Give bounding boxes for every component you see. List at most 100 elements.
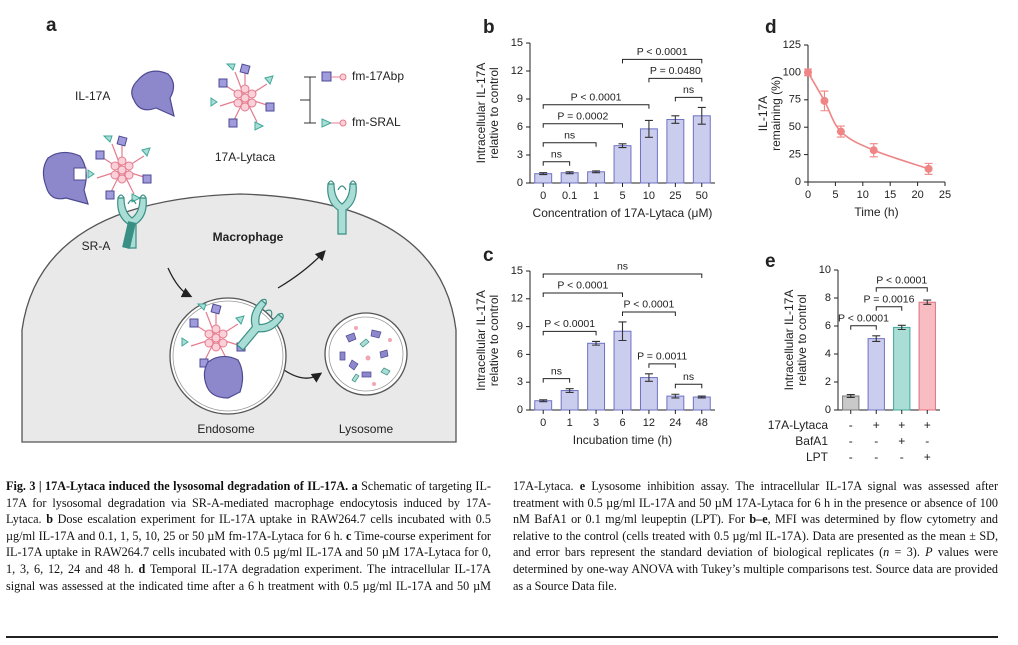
significance-label: P < 0.0001: [838, 313, 889, 325]
y-tick-label: 0: [517, 404, 523, 416]
x-tick-label: 5: [619, 190, 625, 202]
caption-text: = 3).: [889, 545, 926, 560]
fragments: [339, 329, 389, 378]
caption-text: Schematic of targeting IL-17A for lysoso…: [6, 479, 491, 527]
y-tick-label: 15: [511, 265, 523, 277]
bar: [560, 172, 579, 184]
caption-text: d: [138, 561, 146, 576]
x-tick-label: 15: [884, 189, 896, 201]
bar: [639, 377, 658, 411]
x-tick-label: 25: [669, 190, 681, 202]
panel-letter: d: [765, 17, 777, 38]
x-tick-label: 1: [567, 417, 573, 429]
arrow: [277, 250, 326, 289]
bar: [867, 338, 885, 411]
condition-name: 17A-Lytaca: [768, 418, 829, 432]
significance-label: ns: [551, 365, 562, 377]
receptor-stem: [122, 221, 136, 249]
legend-bracket: [300, 76, 316, 124]
significance-label: P = 0.0016: [864, 294, 915, 306]
error-bar: [592, 170, 601, 174]
y-tick-label: 15: [511, 37, 523, 49]
condition-sign: +: [898, 434, 905, 448]
x-tick-label: 3: [593, 417, 599, 429]
y-tick-label: 0: [517, 177, 523, 189]
error-bar: [846, 394, 855, 398]
significance-label: P < 0.0001: [623, 299, 674, 311]
significance-label: ns: [683, 371, 694, 383]
significance-bracket: [542, 142, 597, 147]
error-bar: [644, 119, 653, 138]
condition-sign: +: [924, 418, 931, 432]
schematic-label: fm-SRAL: [352, 115, 401, 129]
significance-label: P < 0.0001: [637, 46, 688, 58]
caption-text: Lysosome inhibition assay. The intracell…: [513, 479, 999, 527]
caption-text: , MFI was determined by flow cytometry a…: [513, 512, 999, 560]
error-bar: [618, 143, 627, 149]
bar: [587, 171, 606, 184]
y-tick-label: 0: [825, 404, 831, 416]
x-tick-label: 12: [643, 417, 655, 429]
endosome-membrane: [172, 300, 284, 412]
x-tick-label: 48: [696, 417, 708, 429]
y-axis-label: relative to control: [795, 294, 809, 385]
legend-icon: [339, 119, 347, 127]
significance-bracket: [875, 287, 928, 292]
condition-sign: -: [849, 450, 853, 464]
data-point: [869, 146, 878, 155]
bar: [613, 145, 632, 184]
significance-bracket: [542, 161, 571, 166]
y-tick-label: 125: [783, 39, 801, 51]
y-axis-label: IL-17A: [756, 96, 770, 131]
caption-text: Temporal IL-17A degradation experiment. …: [6, 479, 580, 593]
error-bar: [697, 395, 706, 399]
y-axis-label: Intracellular IL-17A: [474, 63, 488, 164]
significance-label: P = 0.0011: [637, 351, 687, 363]
caption-text: n: [883, 545, 890, 560]
significance-label: P < 0.0001: [571, 92, 622, 104]
error-bar: [697, 106, 706, 125]
condition-sign: +: [873, 418, 880, 432]
y-tick-label: 3: [517, 149, 523, 161]
x-tick-label: 0.1: [562, 190, 577, 202]
y-tick-label: 12: [511, 65, 523, 77]
significance-bracket: [875, 306, 903, 311]
caption-text: P: [925, 545, 933, 560]
y-tick-label: 6: [517, 348, 523, 360]
il17a-icon: [131, 70, 175, 118]
significance-label: ns: [564, 130, 575, 142]
legend-icon: [321, 118, 333, 128]
caption-text: Dose escalation experiment for IL-17A up…: [6, 512, 491, 543]
x-tick-label: 25: [939, 189, 951, 201]
bar: [692, 115, 711, 184]
significance-bracket: [850, 325, 877, 330]
y-axis-label: Intracellular IL-17A: [782, 290, 796, 391]
bar: [613, 330, 632, 411]
error-bar: [872, 335, 881, 342]
lysosome: [324, 312, 408, 396]
error-bar: [565, 388, 574, 393]
caption-text: values were determined by one-way ANOVA …: [513, 545, 998, 593]
error-bar: [539, 172, 548, 176]
significance-bracket: [648, 363, 676, 368]
error-bar: [592, 340, 601, 346]
y-tick-label: 10: [819, 264, 831, 276]
caption: Fig. 3 | 17A-Lytaca induced the lysosoma…: [6, 478, 998, 628]
significance-bracket: [542, 292, 623, 297]
schematic-label: Lysosome: [339, 422, 394, 436]
bar: [666, 119, 685, 184]
arrow: [167, 267, 193, 298]
caption-text: e: [579, 479, 586, 493]
figure: a IL-17A fm-17Abp fm-SRAL 17A-Lytaca SR-…: [21, 15, 951, 464]
caption-text: b–e: [749, 512, 768, 527]
caption-text: Time-course experiment for IL-17A uptake…: [6, 528, 491, 576]
significance-label: P = 0.0480: [650, 65, 701, 77]
legend-icon: [339, 73, 347, 81]
y-tick-label: 6: [517, 121, 523, 133]
y-axis-label: relative to control: [487, 295, 501, 386]
condition-sign: +: [924, 450, 931, 464]
bar: [842, 395, 860, 411]
x-tick-label: 20: [911, 189, 923, 201]
x-axis-label: Concentration of 17A-Lytaca (μM): [533, 206, 713, 220]
panel-letter: c: [483, 245, 494, 266]
